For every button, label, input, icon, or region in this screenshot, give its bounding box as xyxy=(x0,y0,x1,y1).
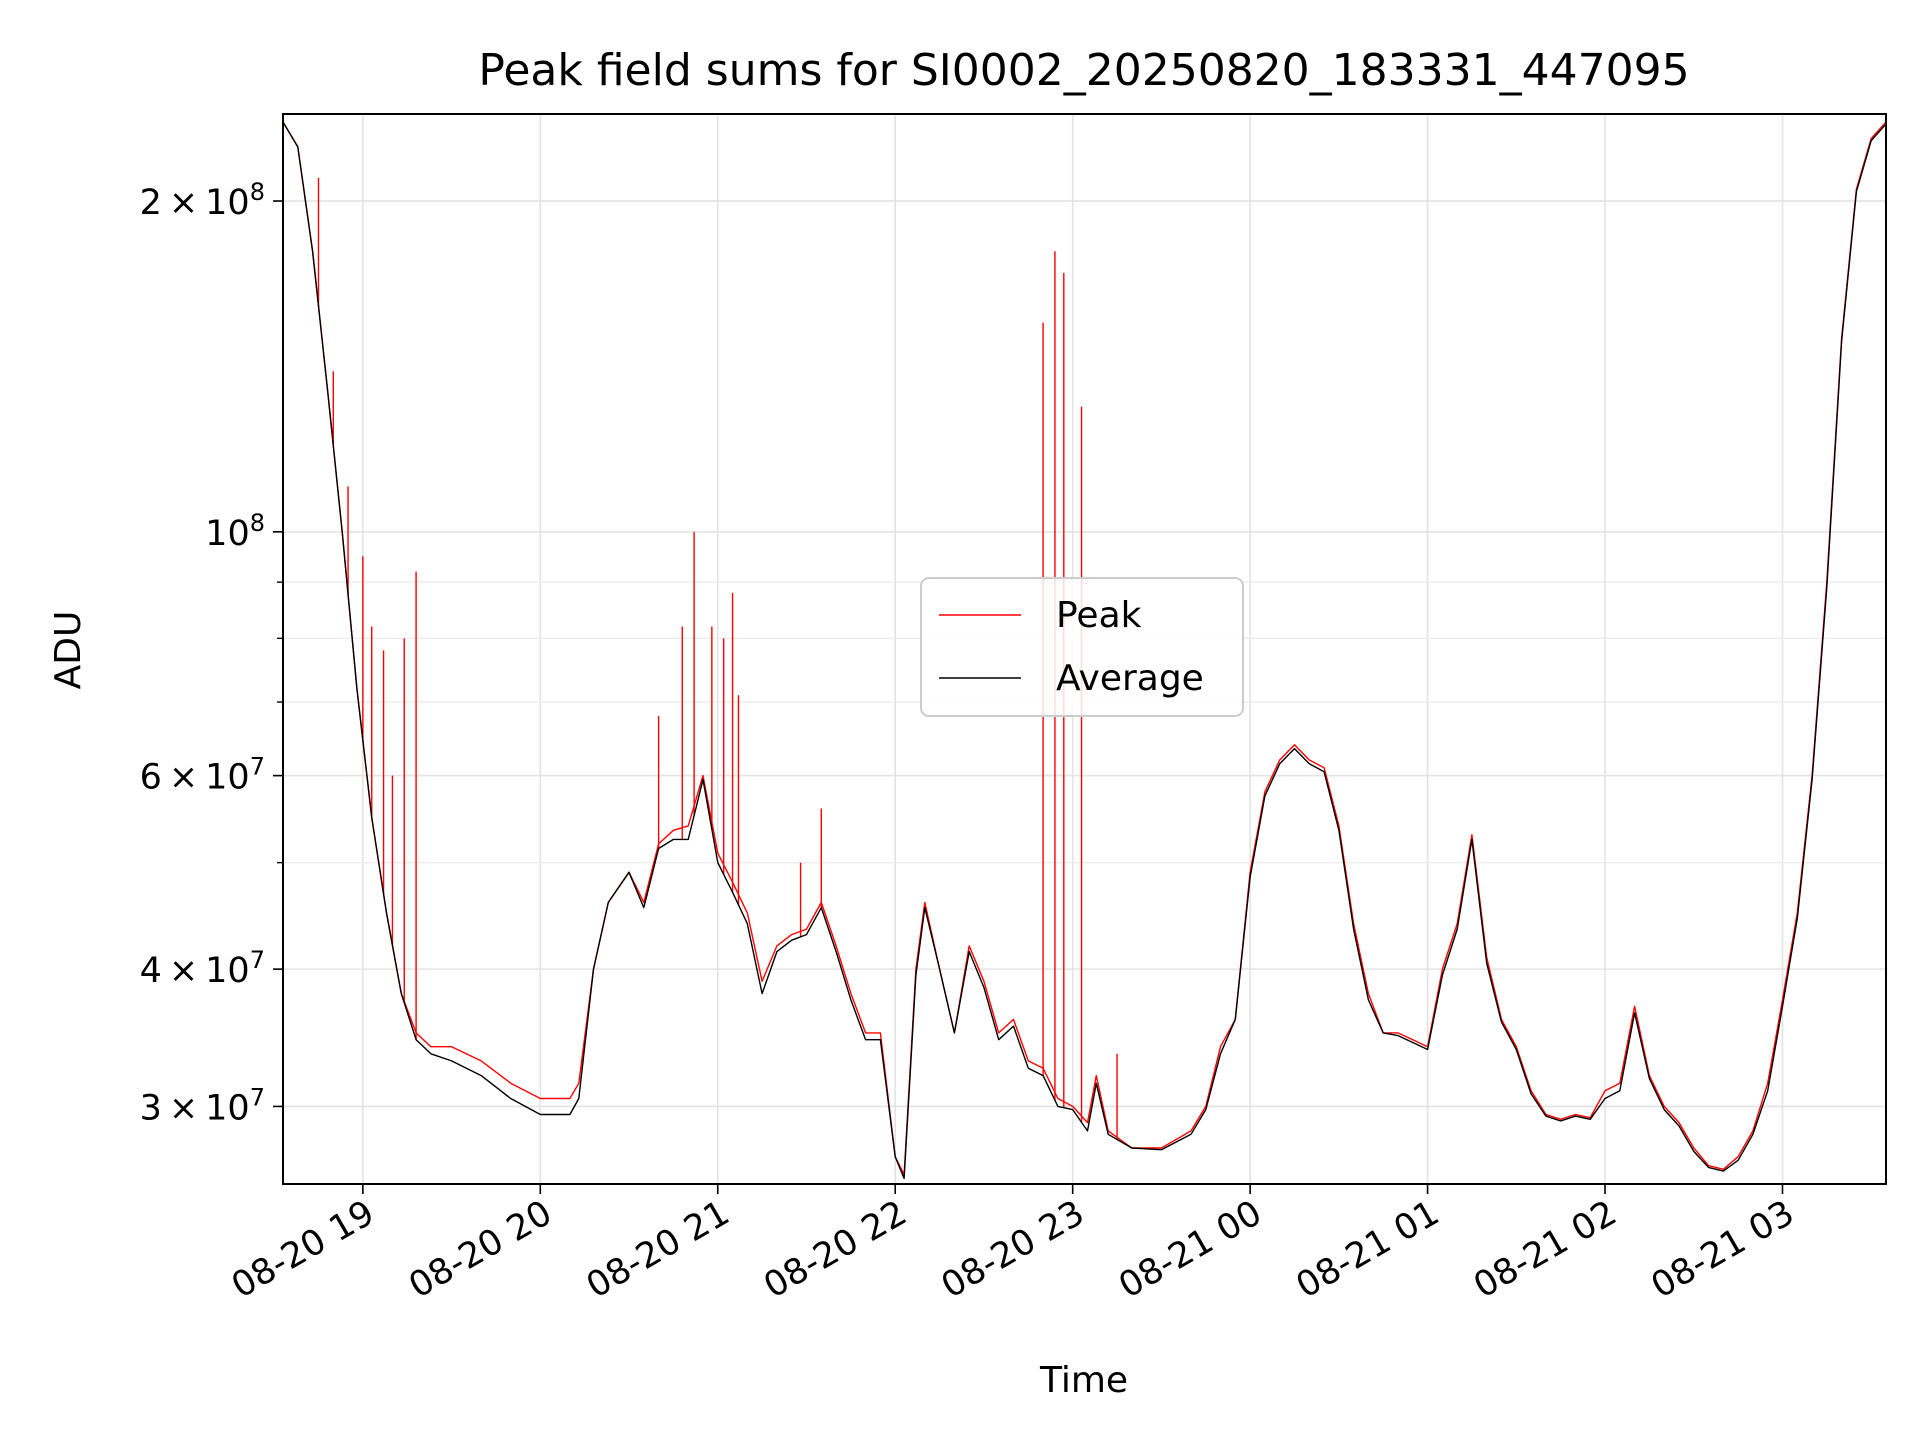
y-tick-label: 4 × 107 xyxy=(140,946,265,991)
plot-frame xyxy=(282,113,1887,1185)
y-tick-label: 6 × 107 xyxy=(140,753,265,798)
chart-title: Peak field sums for SI0002_20250820_1833… xyxy=(478,45,1689,96)
legend-label-peak: Peak xyxy=(1056,595,1142,636)
y-axis-label: ADU xyxy=(48,611,89,690)
y-tick-label: 2 × 108 xyxy=(140,178,265,223)
legend-label-average: Average xyxy=(1056,658,1204,699)
y-tick-label: 3 × 107 xyxy=(140,1083,265,1128)
series-layer xyxy=(283,121,1886,1180)
legend: Peak Average xyxy=(920,577,1244,717)
legend-box xyxy=(920,577,1244,717)
x-axis-label: Time xyxy=(1039,1360,1128,1401)
series-line-average xyxy=(283,121,1886,1180)
